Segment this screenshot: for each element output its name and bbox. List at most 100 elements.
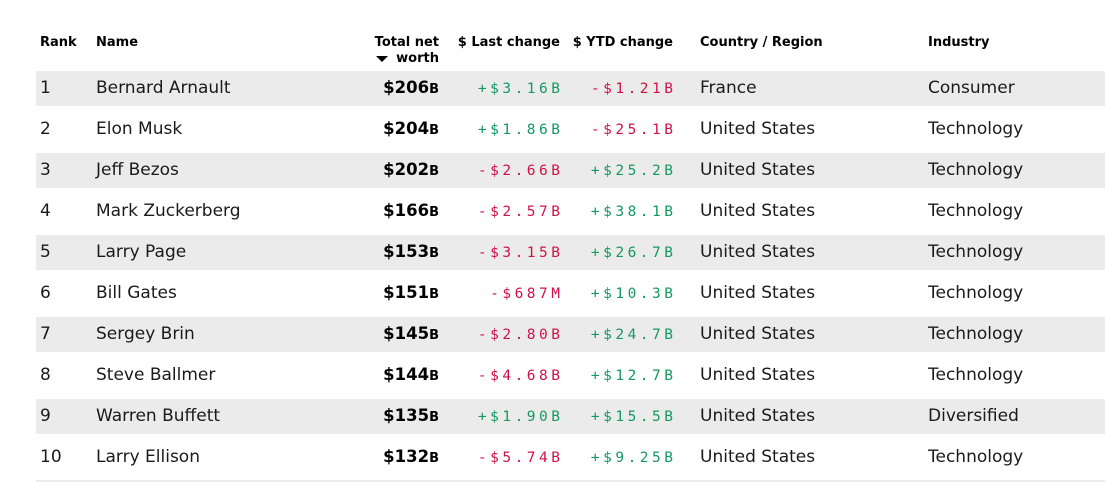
- ytd-change-cell: -$1.21B: [560, 78, 673, 98]
- column-header-last-change[interactable]: $ Last change: [457, 35, 560, 50]
- last-change-cell: -$2.57B: [439, 201, 560, 221]
- net-worth-cell: $206B: [340, 78, 439, 97]
- rank-cell: 7: [40, 323, 51, 344]
- rank-cell: 1: [40, 77, 51, 98]
- rank-cell: 5: [40, 241, 51, 262]
- ytd-change-value: -$25.1B: [590, 121, 677, 138]
- ytd-change-value: +$15.5B: [590, 408, 677, 425]
- table-body: 1 Bernard Arnault $206B +$3.16B -$1.21B …: [36, 67, 1105, 477]
- column-header-net-worth-label: Total net worth: [374, 35, 439, 66]
- name-cell: Sergey Brin: [96, 323, 195, 344]
- name-cell: Bernard Arnault: [96, 77, 231, 98]
- rank-cell: 6: [40, 282, 51, 303]
- ytd-change-cell: +$12.7B: [560, 365, 673, 385]
- name-cell: Larry Page: [96, 241, 187, 262]
- net-worth-suffix: B: [429, 451, 439, 466]
- last-change-value: -$2.57B: [477, 203, 564, 220]
- sort-descending-icon[interactable]: [376, 56, 388, 62]
- last-change-value: +$1.86B: [477, 121, 564, 138]
- net-worth-value: $144: [383, 365, 430, 384]
- last-change-value: +$3.16B: [477, 80, 564, 97]
- net-worth-cell: $151B: [340, 283, 439, 302]
- name-cell: Bill Gates: [96, 282, 177, 303]
- ytd-change-value: +$25.2B: [590, 162, 677, 179]
- ytd-change-value: +$24.7B: [590, 326, 677, 343]
- table-header: Rank Name Total net worth $ Last change …: [36, 0, 1105, 67]
- country-cell: United States: [700, 241, 816, 262]
- last-change-cell: -$2.80B: [439, 324, 560, 344]
- ytd-change-value: -$1.21B: [590, 80, 677, 97]
- ytd-change-cell: +$25.2B: [560, 160, 673, 180]
- net-worth-value: $132: [383, 447, 430, 466]
- column-header-net-worth[interactable]: Total net worth: [340, 35, 439, 67]
- ytd-change-value: +$26.7B: [590, 244, 677, 261]
- table-row[interactable]: 9 Warren Buffett $135B +$1.90B +$15.5B U…: [36, 395, 1105, 436]
- industry-cell: Technology: [928, 364, 1024, 385]
- column-header-rank[interactable]: Rank: [40, 35, 77, 50]
- country-cell: United States: [700, 159, 816, 180]
- country-cell: United States: [700, 446, 816, 467]
- rank-cell: 10: [40, 446, 62, 467]
- industry-cell: Diversified: [928, 405, 1019, 426]
- table-row[interactable]: 1 Bernard Arnault $206B +$3.16B -$1.21B …: [36, 67, 1105, 108]
- table-row[interactable]: 6 Bill Gates $151B -$687M +$10.3B United…: [36, 272, 1105, 313]
- table-row[interactable]: 3 Jeff Bezos $202B -$2.66B +$25.2B Unite…: [36, 149, 1105, 190]
- column-header-industry[interactable]: Industry: [928, 35, 990, 50]
- rank-cell: 9: [40, 405, 51, 426]
- last-change-cell: -$5.74B: [439, 447, 560, 467]
- last-change-value: -$5.74B: [477, 449, 564, 466]
- ytd-change-cell: -$25.1B: [560, 119, 673, 139]
- ytd-change-cell: +$10.3B: [560, 283, 673, 303]
- industry-cell: Technology: [928, 118, 1024, 139]
- country-cell: United States: [700, 323, 816, 344]
- net-worth-value: $151: [383, 283, 430, 302]
- net-worth-suffix: B: [429, 328, 439, 343]
- ytd-change-cell: +$15.5B: [560, 406, 673, 426]
- billionaires-table: Rank Name Total net worth $ Last change …: [36, 0, 1105, 482]
- column-header-ytd-change[interactable]: $ YTD change: [572, 35, 673, 50]
- net-worth-cell: $135B: [340, 406, 439, 425]
- last-change-value: -$3.15B: [477, 244, 564, 261]
- column-header-country[interactable]: Country / Region: [700, 35, 823, 50]
- net-worth-suffix: B: [429, 164, 439, 179]
- column-header-name[interactable]: Name: [96, 35, 139, 50]
- net-worth-value: $206: [383, 78, 430, 97]
- country-cell: United States: [700, 200, 816, 221]
- rank-cell: 3: [40, 159, 51, 180]
- table-row[interactable]: 10 Larry Ellison $132B -$5.74B +$9.25B U…: [36, 436, 1105, 477]
- country-cell: United States: [700, 118, 816, 139]
- last-change-cell: -$2.66B: [439, 160, 560, 180]
- table-row[interactable]: 2 Elon Musk $204B +$1.86B -$25.1B United…: [36, 108, 1105, 149]
- table-row[interactable]: 7 Sergey Brin $145B -$2.80B +$24.7B Unit…: [36, 313, 1105, 354]
- table-row[interactable]: 5 Larry Page $153B -$3.15B +$26.7B Unite…: [36, 231, 1105, 272]
- industry-cell: Technology: [928, 159, 1024, 180]
- last-change-cell: -$3.15B: [439, 242, 560, 262]
- last-change-value: +$1.90B: [477, 408, 564, 425]
- industry-cell: Consumer: [928, 77, 1015, 98]
- net-worth-cell: $144B: [340, 365, 439, 384]
- last-change-value: -$2.66B: [477, 162, 564, 179]
- name-cell: Elon Musk: [96, 118, 183, 139]
- net-worth-suffix: B: [429, 369, 439, 384]
- net-worth-value: $153: [383, 242, 430, 261]
- net-worth-cell: $204B: [340, 119, 439, 138]
- name-cell: Larry Ellison: [96, 446, 200, 467]
- net-worth-suffix: B: [429, 287, 439, 302]
- country-cell: France: [700, 77, 757, 98]
- last-change-cell: -$687M: [439, 283, 560, 303]
- industry-cell: Technology: [928, 241, 1024, 262]
- net-worth-value: $202: [383, 160, 430, 179]
- net-worth-value: $145: [383, 324, 430, 343]
- ytd-change-value: +$38.1B: [590, 203, 677, 220]
- net-worth-value: $135: [383, 406, 430, 425]
- net-worth-cell: $166B: [340, 201, 439, 220]
- rank-cell: 4: [40, 200, 51, 221]
- ytd-change-cell: +$24.7B: [560, 324, 673, 344]
- industry-cell: Technology: [928, 446, 1024, 467]
- net-worth-suffix: B: [429, 205, 439, 220]
- table-row[interactable]: 8 Steve Ballmer $144B -$4.68B +$12.7B Un…: [36, 354, 1105, 395]
- net-worth-value: $166: [383, 201, 430, 220]
- net-worth-cell: $202B: [340, 160, 439, 179]
- table-row[interactable]: 4 Mark Zuckerberg $166B -$2.57B +$38.1B …: [36, 190, 1105, 231]
- name-cell: Warren Buffett: [96, 405, 221, 426]
